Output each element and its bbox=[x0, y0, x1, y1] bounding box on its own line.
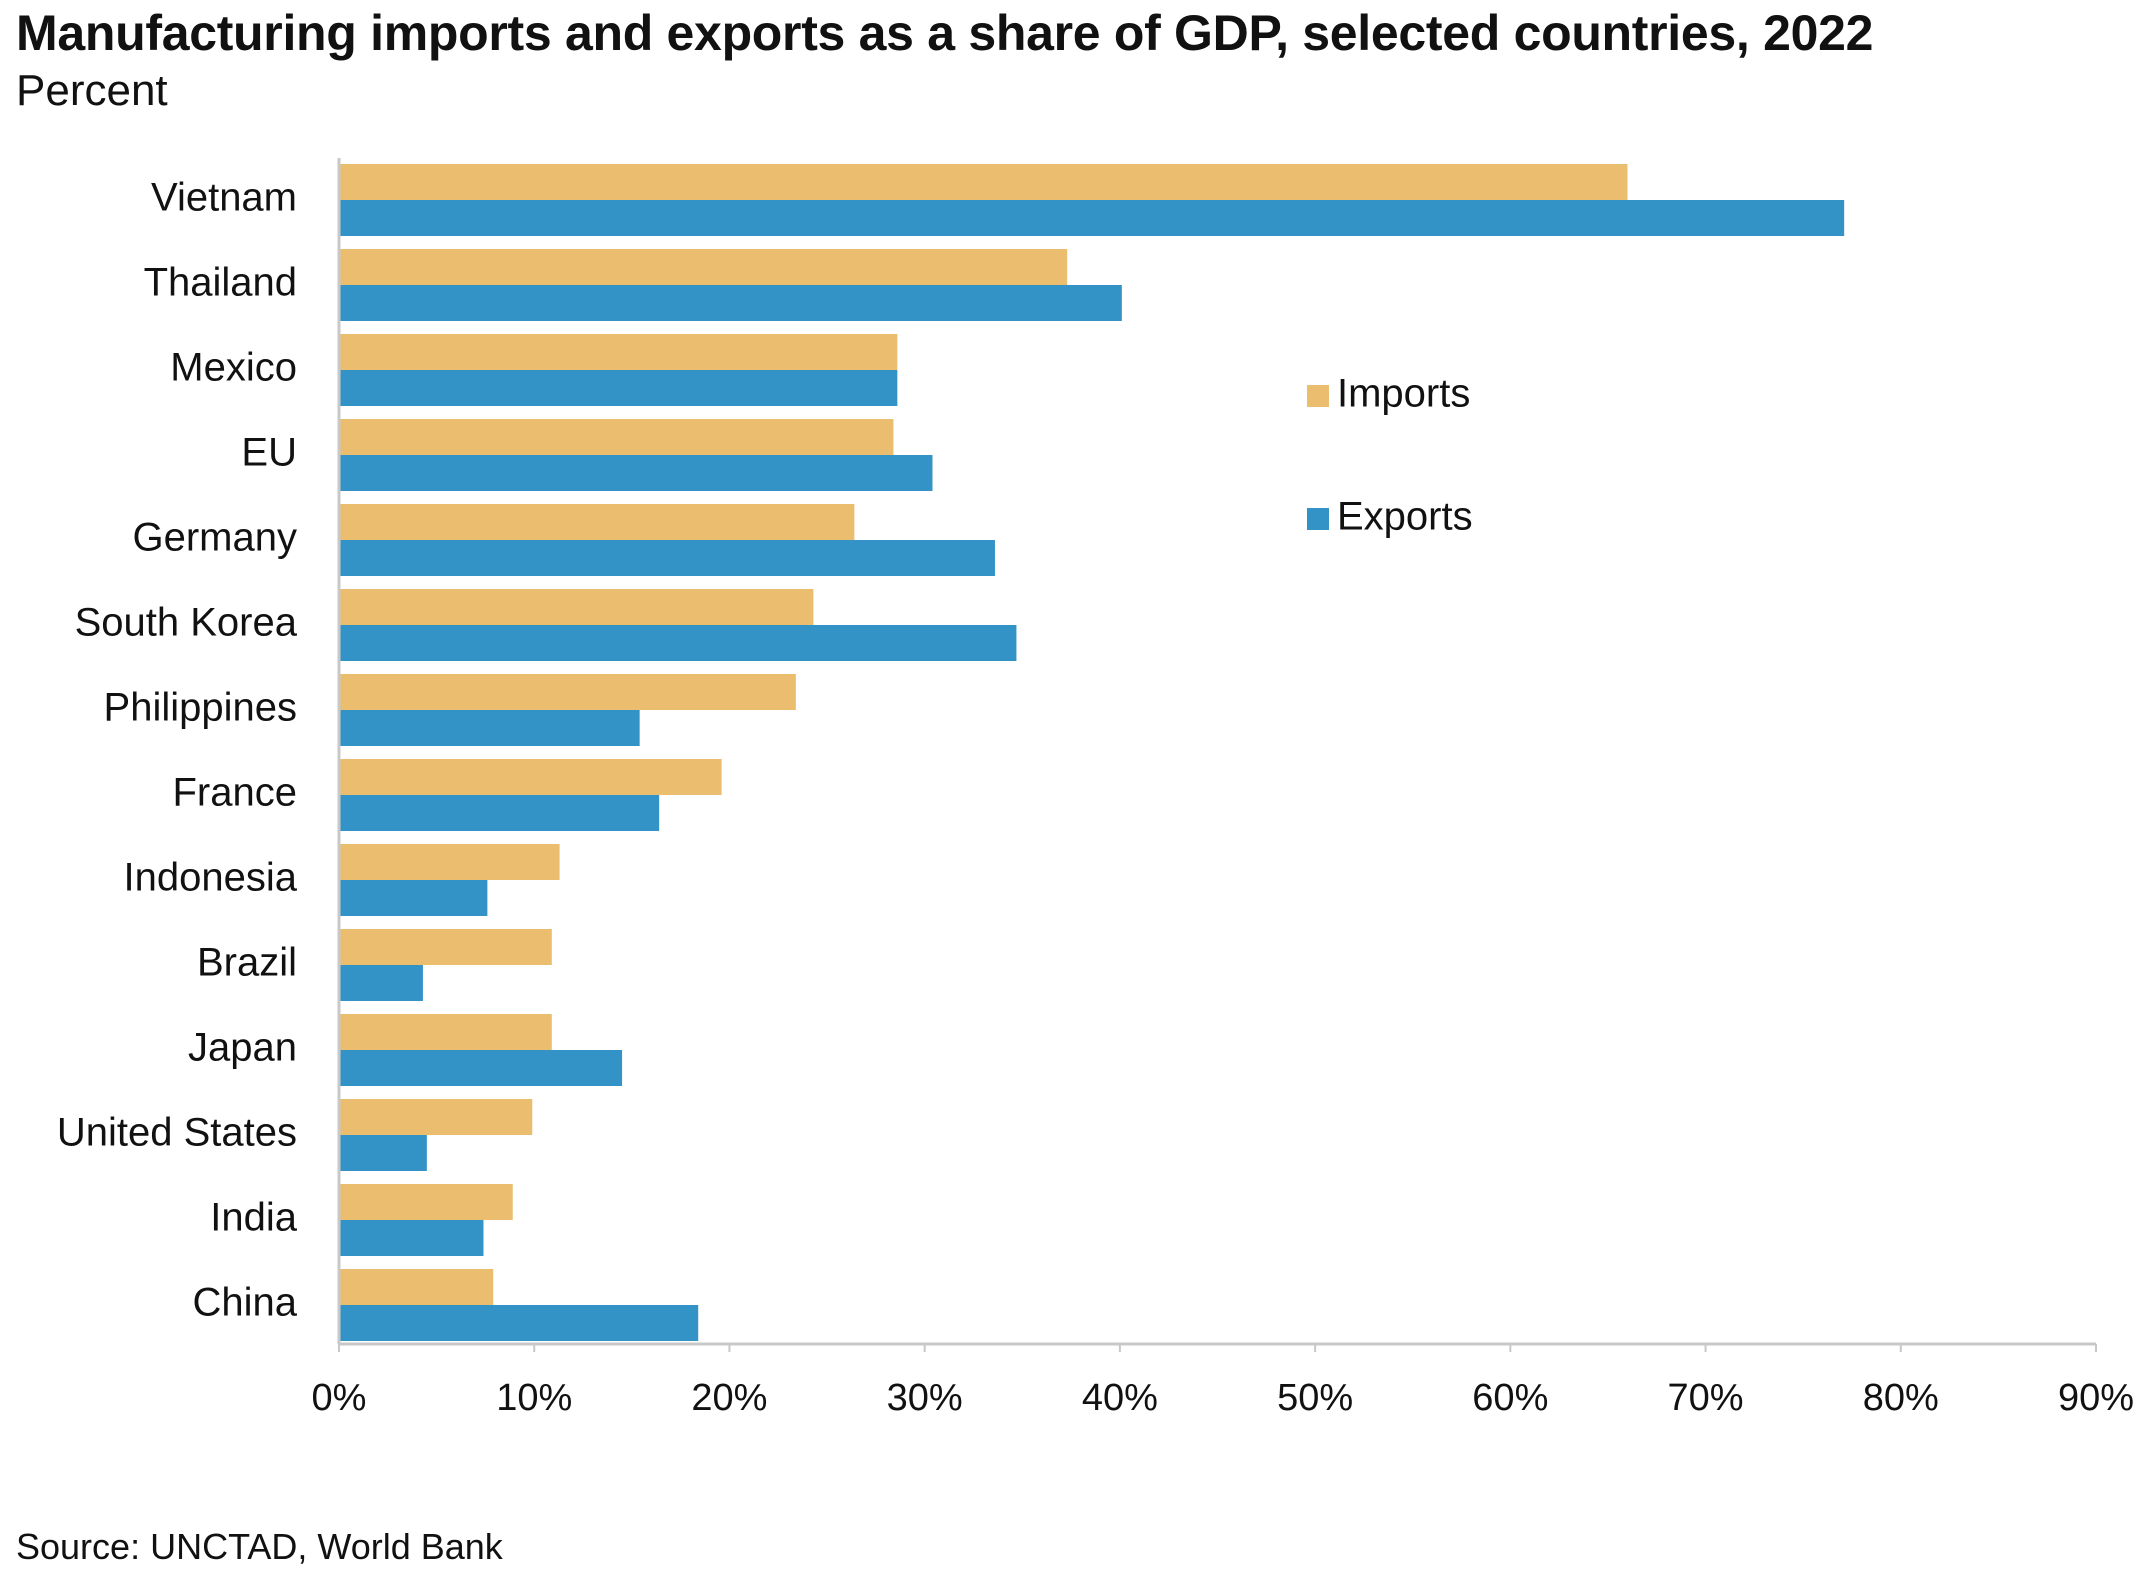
bar-exports-mexico bbox=[339, 370, 898, 406]
category-label: Vietnam bbox=[151, 176, 297, 220]
chart-subtitle: Percent bbox=[16, 66, 168, 115]
bar-imports-south-korea bbox=[339, 589, 814, 625]
category-label: United States bbox=[57, 1111, 297, 1155]
bar-exports-united-states bbox=[339, 1135, 427, 1171]
bar-imports-japan bbox=[339, 1014, 552, 1050]
bar-exports-thailand bbox=[339, 285, 1122, 321]
legend-label-exports: Exports bbox=[1337, 495, 1473, 539]
bar-exports-china bbox=[339, 1305, 699, 1341]
bars-layer bbox=[339, 164, 1845, 1341]
x-tick-label: 90% bbox=[2058, 1377, 2134, 1419]
bar-imports-indonesia bbox=[339, 844, 560, 880]
category-label: India bbox=[210, 1196, 297, 1240]
bar-imports-france bbox=[339, 759, 722, 795]
bar-imports-india bbox=[339, 1184, 513, 1220]
category-label: Philippines bbox=[104, 686, 297, 730]
category-label: Japan bbox=[188, 1026, 297, 1070]
bar-imports-thailand bbox=[339, 249, 1068, 285]
bar-exports-vietnam bbox=[339, 200, 1845, 236]
category-label: Germany bbox=[133, 516, 298, 560]
category-label: France bbox=[173, 771, 298, 815]
x-tick-label: 40% bbox=[1082, 1377, 1158, 1419]
bar-exports-indonesia bbox=[339, 880, 488, 916]
category-label: EU bbox=[241, 431, 297, 475]
bar-exports-south-korea bbox=[339, 625, 1017, 661]
x-tick-label: 0% bbox=[312, 1377, 367, 1419]
x-tick-label: 30% bbox=[887, 1377, 963, 1419]
bar-exports-france bbox=[339, 795, 660, 831]
x-tick-label: 20% bbox=[691, 1377, 767, 1419]
bar-exports-brazil bbox=[339, 965, 423, 1001]
legend-swatch-exports bbox=[1307, 508, 1329, 530]
bar-exports-japan bbox=[339, 1050, 623, 1086]
bar-imports-eu bbox=[339, 419, 894, 455]
legend-swatch-imports bbox=[1307, 385, 1329, 407]
bar-exports-philippines bbox=[339, 710, 640, 746]
bar-imports-vietnam bbox=[339, 164, 1628, 200]
category-label: South Korea bbox=[75, 601, 298, 645]
x-tick-label: 80% bbox=[1863, 1377, 1939, 1419]
x-tick-label: 70% bbox=[1668, 1377, 1744, 1419]
bar-imports-mexico bbox=[339, 334, 898, 370]
category-label: Mexico bbox=[170, 346, 297, 390]
category-label: Indonesia bbox=[124, 856, 298, 900]
chart-title: Manufacturing imports and exports as a s… bbox=[16, 5, 1874, 61]
category-label: China bbox=[192, 1281, 297, 1325]
x-tick-label: 10% bbox=[496, 1377, 572, 1419]
bar-exports-eu bbox=[339, 455, 933, 491]
x-tick-label: 60% bbox=[1472, 1377, 1548, 1419]
bar-imports-united-states bbox=[339, 1099, 533, 1135]
legend-label-imports: Imports bbox=[1337, 372, 1470, 416]
category-labels: Vietnam Thailand Mexico EU Germany South Kore… bbox=[57, 176, 298, 1325]
x-tick-label: 50% bbox=[1277, 1377, 1353, 1419]
bar-imports-china bbox=[339, 1269, 494, 1305]
category-label: Brazil bbox=[197, 941, 297, 985]
bar-imports-philippines bbox=[339, 674, 796, 710]
category-label: Thailand bbox=[144, 261, 297, 305]
source-note: Source: UNCTAD, World Bank bbox=[16, 1526, 503, 1567]
bar-imports-germany bbox=[339, 504, 855, 540]
x-axis: 0% 10% 20% 30% 40% 50% 60% 70% 80% 90% bbox=[312, 158, 2134, 1419]
bar-imports-brazil bbox=[339, 929, 552, 965]
bar-exports-germany bbox=[339, 540, 995, 576]
bar-exports-india bbox=[339, 1220, 484, 1256]
legend: Imports Exports bbox=[1307, 372, 1473, 539]
